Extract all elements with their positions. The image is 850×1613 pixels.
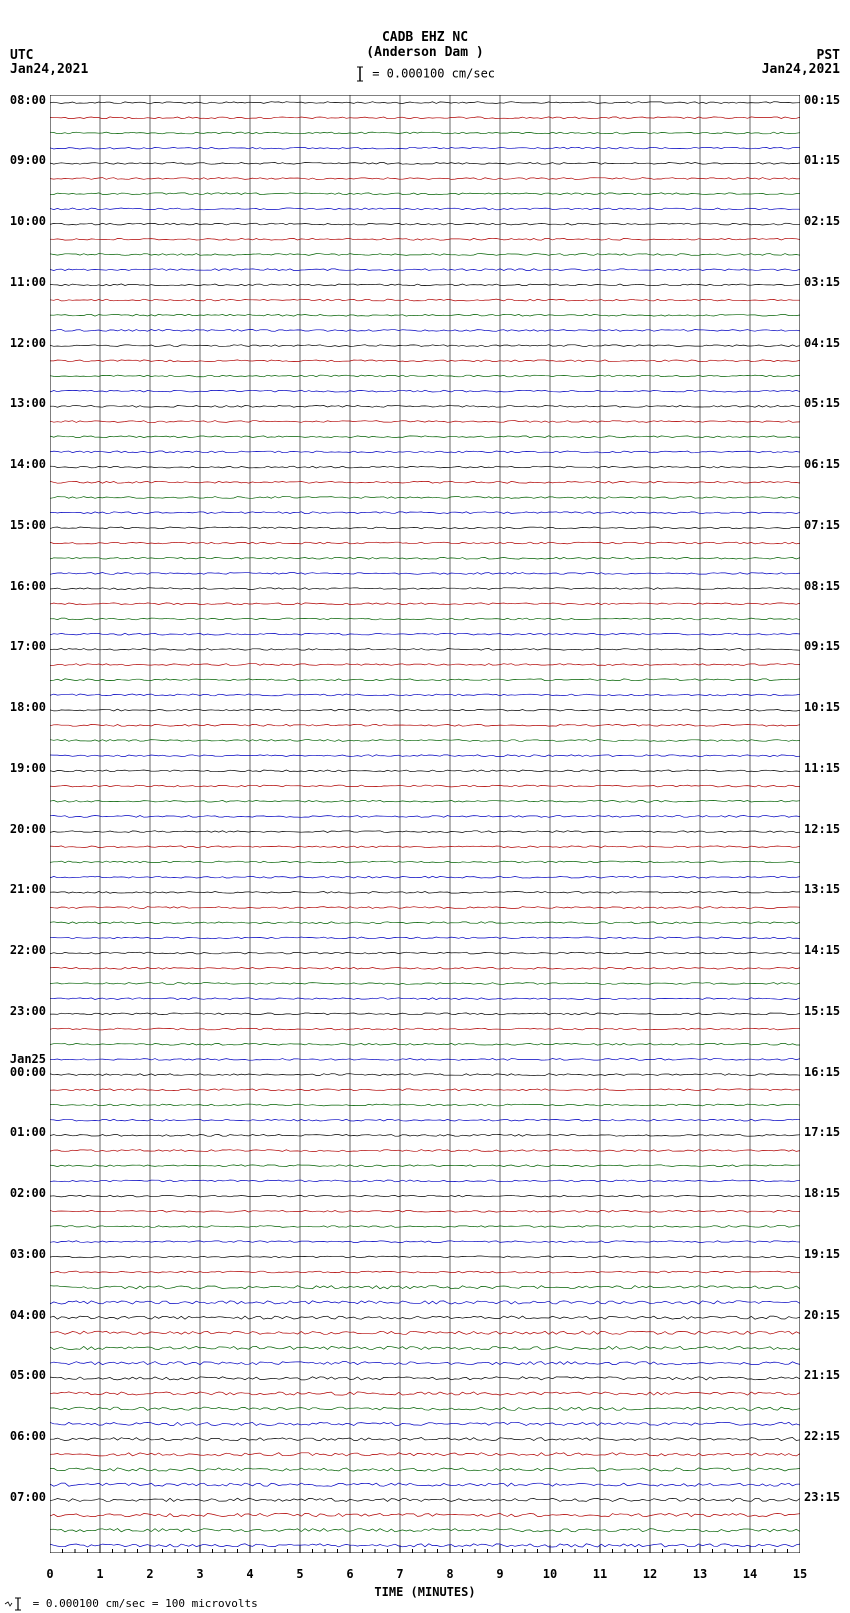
row-time-label: 11:00 bbox=[10, 275, 46, 289]
seismogram-plot bbox=[50, 95, 800, 1553]
row-time-label: 03:15 bbox=[804, 275, 840, 289]
row-time-label: 21:15 bbox=[804, 1368, 840, 1382]
row-time-label: 06:00 bbox=[10, 1429, 46, 1443]
row-time-label: 21:00 bbox=[10, 882, 46, 896]
row-time-label: 14:00 bbox=[10, 457, 46, 471]
station-id: CADB EHZ NC bbox=[0, 30, 850, 45]
date-left: Jan24,2021 bbox=[10, 62, 88, 77]
x-tick-label: 5 bbox=[296, 1567, 303, 1581]
row-time-label: 19:00 bbox=[10, 761, 46, 775]
x-tick-label: 11 bbox=[593, 1567, 607, 1581]
x-tick-label: 6 bbox=[346, 1567, 353, 1581]
x-tick-label: 8 bbox=[446, 1567, 453, 1581]
row-time-label: 09:15 bbox=[804, 639, 840, 653]
footer-text: = 0.000100 cm/sec = 100 microvolts bbox=[33, 1597, 258, 1610]
x-tick-label: 3 bbox=[196, 1567, 203, 1581]
row-time-label: 20:00 bbox=[10, 822, 46, 836]
row-time-label: 10:00 bbox=[10, 214, 46, 228]
row-time-label: 05:00 bbox=[10, 1368, 46, 1382]
row-time-label: 22:00 bbox=[10, 943, 46, 957]
row-time-label: 07:00 bbox=[10, 1490, 46, 1504]
row-time-label: 17:00 bbox=[10, 639, 46, 653]
x-tick-labels: 0123456789101112131415 bbox=[50, 1567, 800, 1585]
row-time-label: 22:15 bbox=[804, 1429, 840, 1443]
scale-indicator: = 0.000100 cm/sec bbox=[0, 66, 850, 82]
row-time-label: 13:15 bbox=[804, 882, 840, 896]
x-tick-label: 14 bbox=[743, 1567, 757, 1581]
row-time-label: 10:15 bbox=[804, 700, 840, 714]
row-time-label: 03:00 bbox=[10, 1247, 46, 1261]
row-time-label: 11:15 bbox=[804, 761, 840, 775]
row-time-label: 12:00 bbox=[10, 336, 46, 350]
row-time-label: 18:15 bbox=[804, 1186, 840, 1200]
footer-scale: = 0.000100 cm/sec = 100 microvolts bbox=[4, 1597, 258, 1611]
row-time-label: 02:15 bbox=[804, 214, 840, 228]
row-time-label: 04:15 bbox=[804, 336, 840, 350]
row-time-label: 14:15 bbox=[804, 943, 840, 957]
row-time-label: 05:15 bbox=[804, 396, 840, 410]
timezone-left: UTC bbox=[10, 48, 33, 63]
row-time-label: 13:00 bbox=[10, 396, 46, 410]
row-time-label: 23:00 bbox=[10, 1004, 46, 1018]
row-time-label: 00:15 bbox=[804, 93, 840, 107]
row-time-label: 01:15 bbox=[804, 153, 840, 167]
row-time-label: 09:00 bbox=[10, 153, 46, 167]
row-time-label: 19:15 bbox=[804, 1247, 840, 1261]
row-time-label: 17:15 bbox=[804, 1125, 840, 1139]
x-tick-label: 4 bbox=[246, 1567, 253, 1581]
chart-header: CADB EHZ NC (Anderson Dam ) = 0.000100 c… bbox=[0, 30, 850, 82]
timezone-right: PST bbox=[817, 48, 840, 63]
row-time-label: 07:15 bbox=[804, 518, 840, 532]
row-time-label: 23:15 bbox=[804, 1490, 840, 1504]
row-time-label: 18:00 bbox=[10, 700, 46, 714]
x-tick-label: 2 bbox=[146, 1567, 153, 1581]
x-tick-label: 12 bbox=[643, 1567, 657, 1581]
x-tick-label: 9 bbox=[496, 1567, 503, 1581]
x-tick-label: 13 bbox=[693, 1567, 707, 1581]
row-time-label: 16:15 bbox=[804, 1065, 840, 1079]
x-tick-label: 7 bbox=[396, 1567, 403, 1581]
row-time-label: 16:00 bbox=[10, 579, 46, 593]
date-right: Jan24,2021 bbox=[762, 62, 840, 77]
x-tick-label: 0 bbox=[46, 1567, 53, 1581]
x-tick-label: 10 bbox=[543, 1567, 557, 1581]
row-time-label: 06:15 bbox=[804, 457, 840, 471]
row-date-label: Jan25 bbox=[10, 1052, 46, 1066]
station-name: (Anderson Dam ) bbox=[0, 45, 850, 60]
row-time-label: 02:00 bbox=[10, 1186, 46, 1200]
row-time-label: 20:15 bbox=[804, 1308, 840, 1322]
row-time-label: 15:00 bbox=[10, 518, 46, 532]
row-time-label: 00:00 bbox=[10, 1065, 46, 1079]
scale-text: = 0.000100 cm/sec bbox=[372, 67, 495, 81]
row-time-label: 15:15 bbox=[804, 1004, 840, 1018]
x-tick-label: 15 bbox=[793, 1567, 807, 1581]
row-time-label: 12:15 bbox=[804, 822, 840, 836]
row-time-label: 01:00 bbox=[10, 1125, 46, 1139]
row-time-label: 04:00 bbox=[10, 1308, 46, 1322]
x-tick-label: 1 bbox=[96, 1567, 103, 1581]
row-time-label: 08:00 bbox=[10, 93, 46, 107]
row-time-label: 08:15 bbox=[804, 579, 840, 593]
